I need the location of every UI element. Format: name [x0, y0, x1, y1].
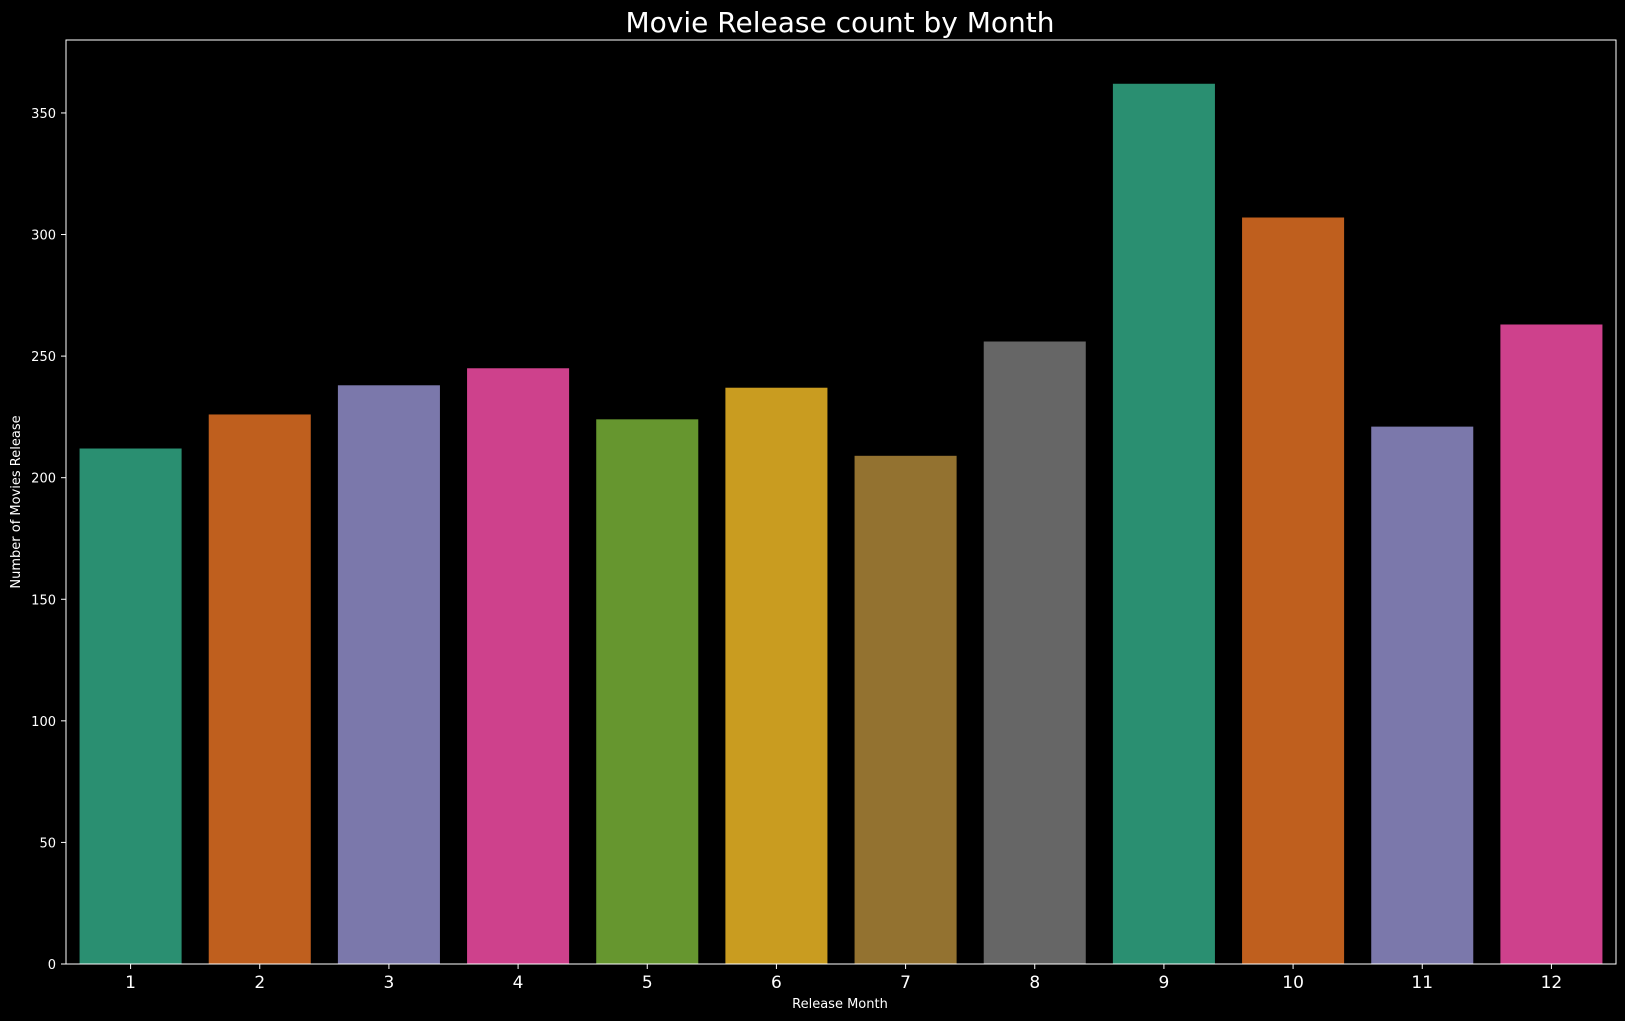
y-tick-label: 0 [48, 958, 56, 973]
y-axis: 0 50 100 150 200 250 300 350 [31, 107, 66, 973]
y-tick-label: 250 [31, 350, 56, 365]
x-tick-label: 3 [384, 973, 395, 993]
y-tick-label: 300 [31, 229, 56, 244]
bar-month-3 [337, 385, 440, 965]
x-axis-label: Release Month [792, 997, 888, 1012]
y-tick-label: 100 [31, 715, 56, 730]
x-tick-label: 1 [125, 973, 136, 993]
y-axis-label: Number of Movies Release [9, 415, 24, 588]
x-tick-label: 5 [642, 973, 653, 993]
bars-layer [79, 83, 1603, 965]
x-tick-label: 6 [771, 973, 782, 993]
bar-month-8 [983, 341, 1086, 965]
chart-title: Movie Release count by Month [626, 6, 1055, 39]
x-tick-label: 9 [1159, 973, 1170, 993]
bar-month-10 [1242, 217, 1345, 965]
x-tick-label: 10 [1282, 973, 1304, 993]
y-tick-label: 150 [31, 593, 56, 608]
bar-month-2 [208, 414, 311, 965]
x-axis: 1 2 3 4 5 6 7 8 9 10 11 12 [125, 964, 1562, 993]
bar-month-7 [854, 455, 957, 964]
y-tick-label: 350 [31, 107, 56, 122]
x-tick-label: 7 [900, 973, 911, 993]
x-tick-label: 4 [513, 973, 524, 993]
bar-month-12 [1500, 324, 1603, 964]
bar-month-1 [79, 448, 182, 964]
y-tick-label: 200 [31, 472, 56, 487]
x-tick-label: 2 [254, 973, 265, 993]
bar-month-9 [1112, 83, 1215, 964]
bar-month-5 [596, 419, 699, 965]
bar-month-11 [1371, 426, 1474, 964]
bar-month-6 [725, 387, 828, 964]
x-tick-label: 8 [1029, 973, 1040, 993]
y-tick-label: 50 [39, 836, 56, 851]
plot-frame [65, 39, 1617, 965]
x-tick-label: 11 [1411, 973, 1433, 993]
x-tick-label: 12 [1541, 973, 1563, 993]
bar-month-4 [467, 368, 570, 964]
